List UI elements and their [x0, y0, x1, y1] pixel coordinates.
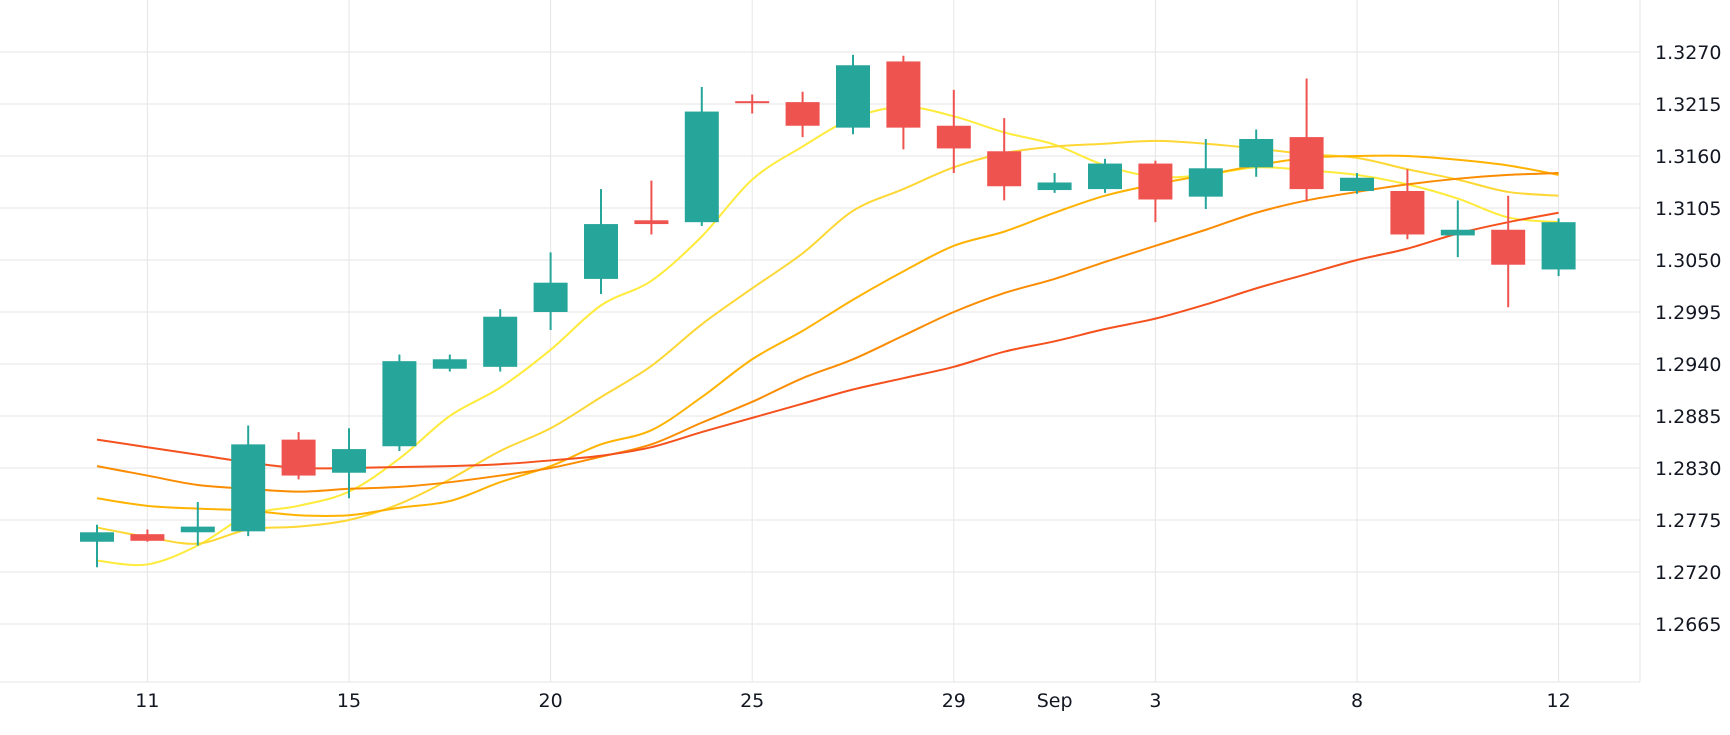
- candle-body: [483, 316, 518, 367]
- x-tick-label: 25: [740, 690, 764, 712]
- candle: [432, 354, 467, 372]
- candle: [1289, 78, 1324, 202]
- candle: [1541, 218, 1576, 277]
- candle: [634, 180, 669, 235]
- candle-body: [1239, 138, 1274, 168]
- y-tick-label: 1.3215: [1655, 94, 1721, 116]
- candle: [1440, 200, 1475, 258]
- moving-average-line-2: [96, 139, 1559, 545]
- candle: [1390, 169, 1425, 240]
- moving-average-line-1: [96, 105, 1559, 567]
- moving-average-line-3: [96, 154, 1559, 518]
- y-tick-label: 1.3050: [1655, 250, 1721, 272]
- candle: [684, 86, 719, 226]
- candle: [130, 529, 165, 542]
- candle: [1088, 158, 1122, 193]
- candle-body: [1541, 222, 1576, 270]
- candle-body: [886, 61, 921, 128]
- candle-body: [533, 282, 568, 312]
- candle-layer: [80, 54, 1576, 568]
- candle-body: [785, 102, 820, 126]
- candle: [281, 432, 316, 480]
- candle-body: [735, 101, 770, 104]
- y-tick-label: 1.2665: [1655, 614, 1721, 636]
- candle-body: [80, 532, 114, 542]
- y-tick-label: 1.2775: [1655, 510, 1721, 532]
- candle: [1239, 129, 1274, 177]
- candle: [936, 89, 971, 174]
- candle-body: [1340, 177, 1374, 191]
- candle: [1340, 173, 1374, 194]
- candle: [886, 55, 921, 150]
- candle: [785, 91, 820, 138]
- candle: [483, 309, 518, 372]
- candle-body: [1188, 168, 1223, 197]
- candle-body: [432, 359, 467, 369]
- candle: [533, 252, 568, 330]
- x-tick-label: 11: [135, 690, 159, 712]
- candle-body: [634, 220, 669, 225]
- candle: [1188, 138, 1223, 209]
- y-tick-label: 1.2720: [1655, 562, 1721, 584]
- y-tick-label: 1.2885: [1655, 406, 1721, 428]
- candle-body: [584, 224, 618, 279]
- candle-body: [936, 125, 971, 149]
- candle-body: [987, 151, 1022, 187]
- candle: [382, 354, 417, 451]
- x-tick-label: 15: [337, 690, 361, 712]
- axis-layer: 1.3270 1.3215 1.3160 1.3105 1.3050 1.2995 1.29…: [135, 42, 1721, 712]
- x-tick-label: 20: [539, 690, 563, 712]
- x-tick-label: Sep: [1037, 690, 1073, 712]
- candle-body: [1088, 163, 1122, 190]
- candle-body: [1138, 163, 1173, 200]
- y-tick-label: 1.2995: [1655, 302, 1721, 324]
- y-tick-label: 1.2940: [1655, 354, 1721, 376]
- candle-body: [130, 534, 165, 541]
- candle: [231, 425, 266, 537]
- moving-average-layer: [96, 105, 1559, 567]
- y-tick-label: 1.2830: [1655, 458, 1721, 480]
- candle: [180, 502, 215, 546]
- candle: [987, 118, 1022, 201]
- x-tick-label: 12: [1547, 690, 1571, 712]
- candle-body: [332, 449, 366, 473]
- y-tick-label: 1.3105: [1655, 198, 1721, 220]
- candle: [332, 428, 366, 499]
- candle-body: [1390, 190, 1425, 235]
- candle: [584, 189, 618, 295]
- candle-body: [231, 444, 266, 532]
- candle-body: [1491, 229, 1526, 265]
- candle: [836, 54, 870, 135]
- y-tick-label: 1.3270: [1655, 42, 1721, 64]
- candle: [1138, 160, 1173, 223]
- x-tick-label: 8: [1351, 690, 1363, 712]
- grid-layer: [0, 0, 1641, 683]
- candle-body: [180, 526, 215, 533]
- candle: [80, 524, 114, 568]
- candle-body: [382, 361, 417, 447]
- x-tick-label: 3: [1149, 690, 1161, 712]
- candle-body: [1037, 182, 1072, 191]
- candle-body: [684, 111, 719, 223]
- x-tick-label: 29: [942, 690, 966, 712]
- y-tick-label: 1.3160: [1655, 146, 1721, 168]
- candle-body: [1289, 137, 1324, 190]
- candle-body: [281, 439, 316, 476]
- moving-average-line-5: [96, 211, 1559, 470]
- candle: [1491, 195, 1526, 308]
- candle-body: [836, 65, 870, 128]
- moving-average-line-4: [96, 172, 1559, 493]
- candle-body: [1440, 229, 1475, 236]
- candle: [735, 94, 770, 114]
- candle: [1037, 173, 1072, 193]
